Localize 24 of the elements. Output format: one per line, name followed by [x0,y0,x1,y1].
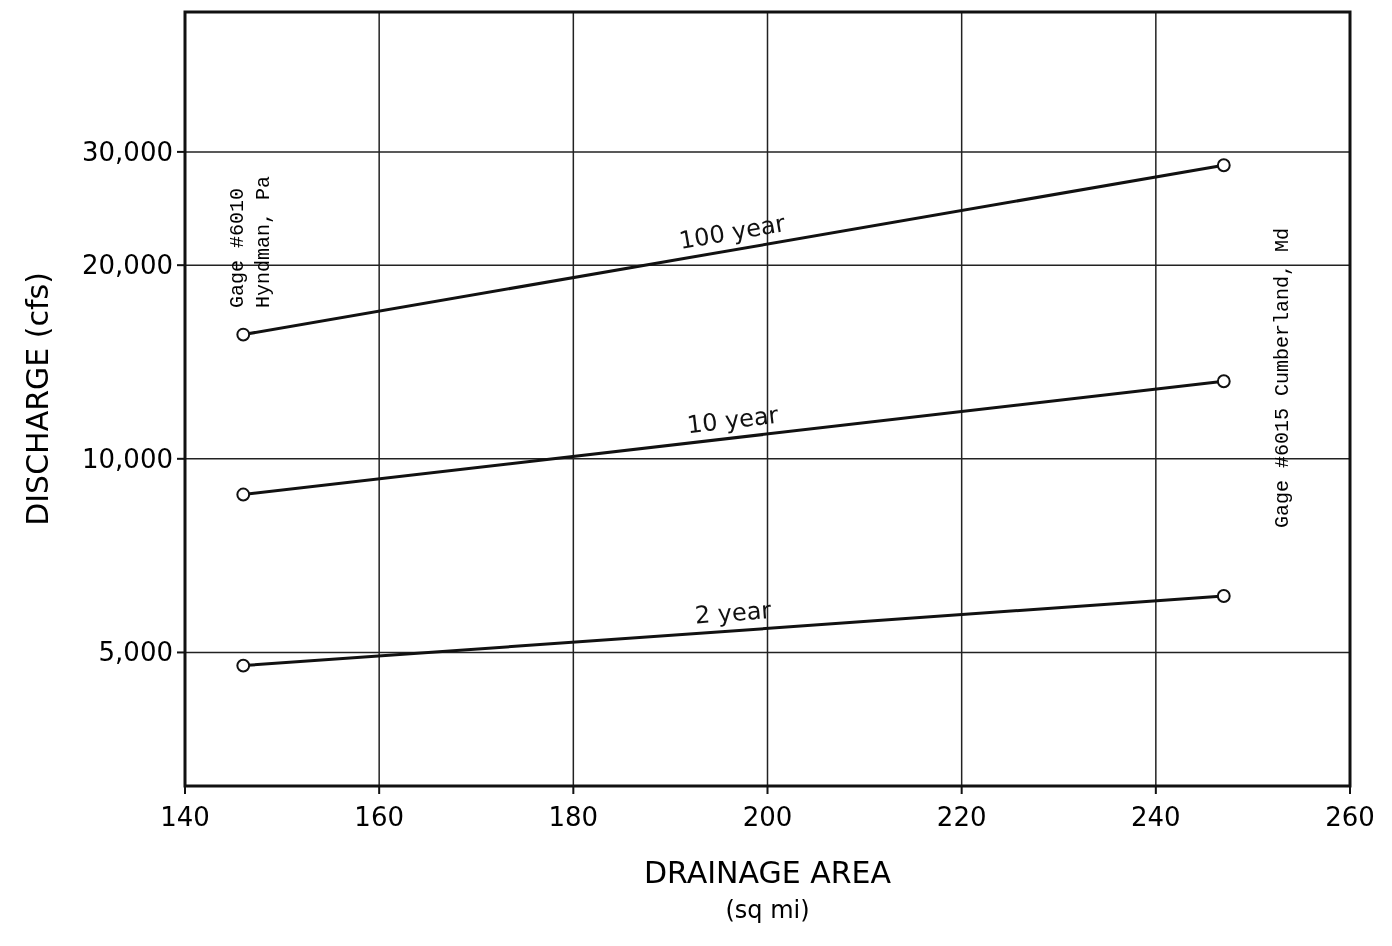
series-label: 2 year [693,596,773,630]
point [236,658,251,673]
text: 100 year [677,209,788,255]
y-tick-label: 30,000 [82,136,173,167]
point [1216,158,1231,173]
y-tick-label: 20,000 [82,250,173,281]
point [236,487,251,502]
x-tick-label: 160 [354,802,404,832]
x-tick-label: 220 [936,802,987,832]
annotation: Gage #6015 Cumberland, Md [1271,227,1294,528]
x-tick-label: 140 [160,802,210,832]
text: 10 year [685,400,780,440]
y-tick-label: 5,000 [98,637,173,668]
x-tick-label: 180 [548,802,599,832]
point [236,327,251,342]
x-tick-label: 260 [1325,802,1375,832]
y-tick-label: 10,000 [82,443,173,474]
point [1216,374,1231,389]
annotation: Gage #6010 Hyndman, Pa [226,175,275,308]
x-tick-label: 200 [742,802,793,832]
point [1216,589,1231,603]
y-axis-title: DISCHARGE (cfs) [20,272,55,526]
x-tick-label: 240 [1131,802,1181,832]
x-axis-title: DRAINAGE AREA (sq mi) [643,855,892,924]
